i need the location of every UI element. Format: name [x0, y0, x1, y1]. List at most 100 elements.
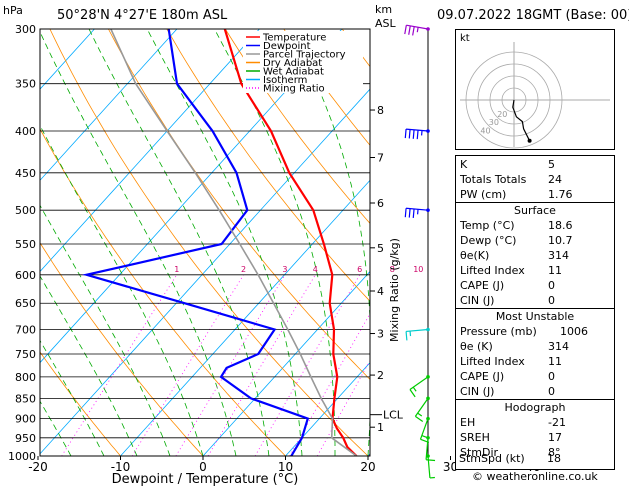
isotherm-line: [120, 179, 370, 456]
pressure-tick-label: 400: [15, 125, 36, 138]
totals-value: 24: [548, 173, 562, 186]
wind-barb-flag: [409, 389, 416, 398]
separator: [456, 308, 614, 309]
wind-barb-flag: [426, 459, 436, 462]
mu-title: Most Unstable: [495, 310, 575, 323]
totals-label: Totals Totals: [460, 173, 527, 186]
cin-value: 0: [548, 294, 555, 307]
wind-barb-flag: [412, 26, 415, 36]
legend-label: Dewpoint: [263, 41, 311, 52]
pressure-tick-label: 900: [15, 413, 36, 426]
mu-cape-value: 0: [548, 370, 555, 383]
pressure-tick-label: 350: [15, 78, 36, 91]
pressure-tick-label: 550: [15, 238, 36, 251]
legend-label: Wet Adiabat: [263, 67, 324, 78]
wind-barb: [426, 454, 435, 479]
mixing-ratio-line: [207, 274, 316, 456]
hodograph-unit-label: kt: [460, 33, 470, 44]
row-stmspd-line: StmSpd (kt) 18: [455, 452, 613, 467]
row-theta: θe(K) 314: [456, 249, 614, 264]
isotherm-line: [202, 270, 370, 456]
row-li: Lifted Index 11: [456, 264, 614, 279]
hodograph-ring-label: 20: [497, 110, 507, 119]
wind-barb-staff: [406, 328, 429, 333]
wind-barb-flag: [415, 415, 424, 423]
plot-frame: [39, 28, 371, 457]
legend-label: Dry Adiabat: [263, 58, 322, 69]
wind-barb-flag: [408, 208, 411, 218]
isotherm-line: [0, 29, 12, 456]
km-tick-label: 1: [377, 421, 384, 434]
mu-pressure-value: 1006: [560, 325, 588, 338]
eh-value: -21: [548, 416, 566, 429]
row-sreh: SREH 17: [456, 431, 614, 446]
legend-background: [243, 31, 363, 93]
hodograph-ring-label: 30: [489, 118, 499, 127]
row-temp: Temp (°C) 18.6: [456, 219, 614, 234]
x-tick-label: 20: [360, 460, 375, 474]
lcl-label: LCL: [383, 409, 404, 422]
series-dewpoint: [82, 29, 310, 456]
stmspd-value: 18: [547, 452, 561, 465]
temp-value: 18.6: [548, 219, 573, 232]
row-mu-cape: CAPE (J) 0: [456, 370, 614, 385]
surface-title: Surface: [514, 204, 556, 217]
mixing-ratio-line: [61, 274, 178, 456]
mixing-ratio-label: 4: [313, 265, 318, 274]
wind-barb-dot: [426, 454, 430, 458]
wind-barb-staff: [406, 128, 429, 132]
row-dewp: Dewp (°C) 10.7: [456, 234, 614, 249]
wind-barb-dot: [426, 416, 430, 421]
cape-label: CAPE (J): [460, 279, 505, 292]
x-tick-label: 10: [278, 460, 293, 474]
wind-barb-dot: [426, 27, 430, 31]
x-tick-label: 30: [443, 460, 458, 474]
isotherm-line: [616, 29, 629, 456]
km-tick-label: 4: [377, 285, 384, 298]
wind-barb-flag: [420, 438, 430, 443]
row-totals: Totals Totals 24: [456, 173, 614, 188]
sreh-value: 17: [548, 431, 562, 444]
hodograph-panel: kt 20 30 40: [455, 29, 615, 150]
wind-barb-staff: [427, 455, 431, 478]
x-tick-label: 0: [199, 460, 207, 474]
isotherm-line: [40, 29, 178, 181]
wind-barb-staff: [414, 398, 429, 417]
theta-value: 314: [548, 249, 569, 262]
plot-area: [0, 29, 629, 456]
dry-adiabat-line: [224, 29, 370, 225]
pressure-tick-label: 850: [15, 392, 36, 405]
mixing-ratio-line: [254, 274, 361, 456]
mu-li-value: 11: [548, 355, 562, 368]
isotherm-line: [40, 29, 343, 364]
asl-axis-title: ASL: [375, 17, 396, 30]
wind-barb: [405, 327, 430, 341]
wind-barb-flag: [408, 129, 411, 139]
wind-barb-flag: [421, 434, 427, 438]
wind-barb: [414, 396, 430, 423]
dry-adiabat-line: [40, 351, 121, 456]
mu-cin-value: 0: [548, 385, 555, 398]
row-mu-theta: θe (K) 314: [456, 340, 614, 355]
dewp-value: 10.7: [548, 234, 573, 247]
mixing-ratio-label: 10: [413, 265, 423, 274]
theta-label: θe(K): [460, 249, 490, 262]
pressure-tick-label: 950: [15, 432, 36, 445]
km-axis-title: km: [375, 3, 393, 16]
mu-li-label: Lifted Index: [460, 355, 525, 368]
row-pw: PW (cm) 1.76: [456, 188, 614, 203]
dewp-label: Dewp (°C): [460, 234, 517, 247]
wind-barb-flag: [412, 129, 415, 139]
wind-barb-flag: [405, 331, 408, 341]
hodograph-end-point: [527, 138, 532, 143]
wind-barb-dot: [426, 396, 430, 401]
mixing-ratio-label: 8: [390, 265, 395, 274]
km-tick-label: 6: [377, 197, 384, 210]
wind-barb-flag: [416, 130, 419, 140]
stmspd-label: StmSpd (kt): [459, 452, 525, 465]
row-stmdir: StmDir 8°: [456, 446, 614, 461]
pressure-tick-label: 700: [15, 324, 36, 337]
